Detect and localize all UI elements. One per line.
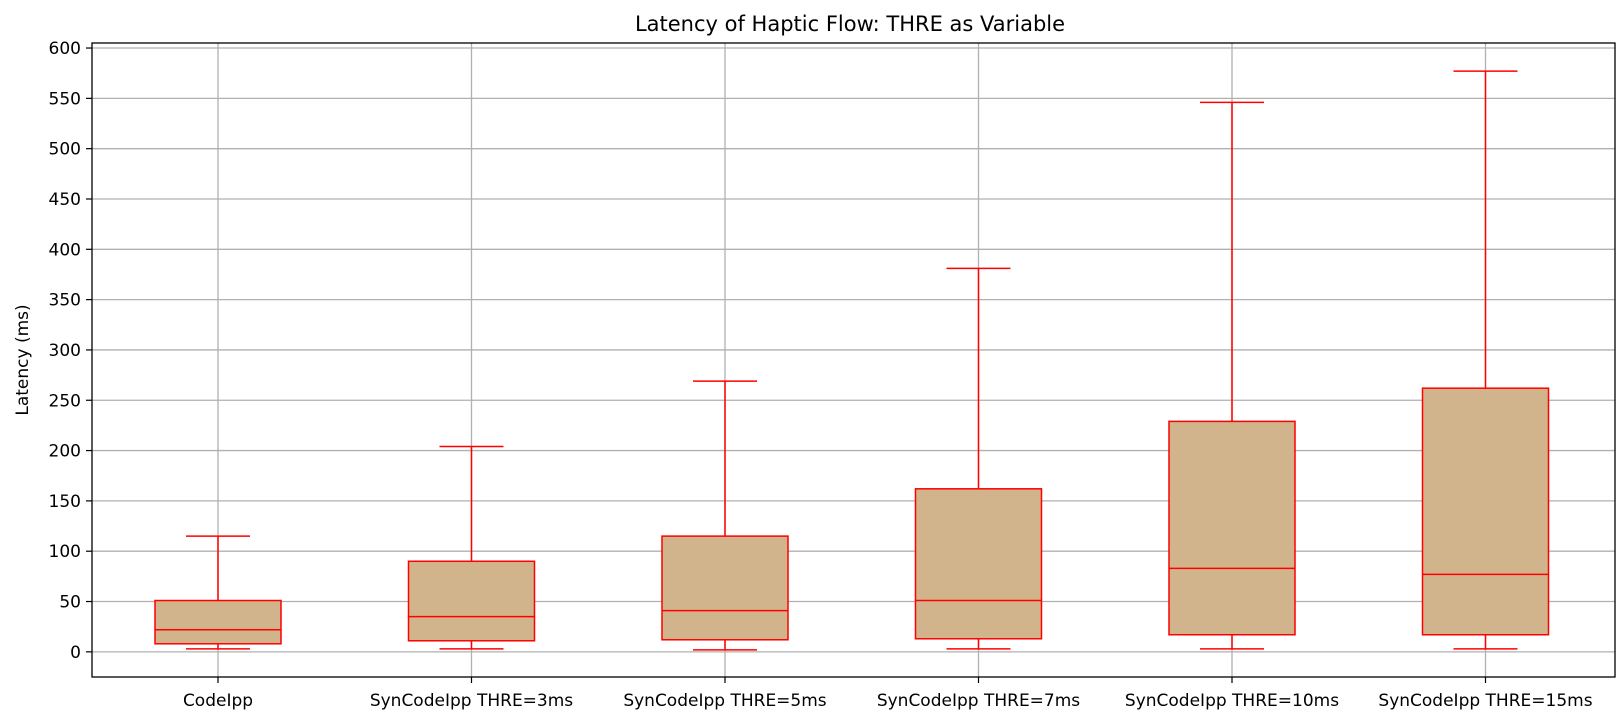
y-tick-label: 0 [70, 643, 81, 663]
iqr-box [661, 535, 789, 641]
iqr-box [1168, 420, 1296, 636]
x-tick-label: SynCodeIpp THRE=7ms [877, 691, 1080, 711]
box-plot-item [154, 535, 282, 650]
y-axis-label: Latency (ms) [13, 304, 33, 415]
plot-frame [91, 42, 1616, 678]
iqr-box [154, 599, 282, 645]
iqr-box [1421, 387, 1550, 636]
box-plot-item [1421, 70, 1550, 650]
x-tick-label: CodeIpp [183, 691, 253, 711]
y-tick-label: 50 [59, 593, 81, 613]
x-axis: CodeIpp SynCodeIpp THRE=3ms SynCodeIpp THR… [183, 677, 1593, 711]
y-tick-label: 200 [49, 442, 81, 462]
box-plot-item [1168, 101, 1296, 650]
box-plot-item [914, 267, 1043, 650]
box-plot-item [407, 445, 536, 650]
y-tick-label: 100 [49, 542, 81, 562]
iqr-box [914, 488, 1043, 640]
y-tick-label: 450 [49, 190, 81, 210]
box-plot-item [661, 380, 789, 651]
iqr-box [407, 560, 536, 642]
y-tick-label: 150 [49, 492, 81, 512]
grid-layer [92, 43, 1615, 677]
chart-title: Latency of Haptic Flow: THRE as Variable [635, 12, 1065, 36]
x-tick-label: SynCodeIpp THRE=10ms [1125, 691, 1339, 711]
y-tick-label: 550 [49, 89, 81, 109]
y-axis: 0 50 100 150 200 250 300 350 400 450 500 550 600 [49, 39, 92, 663]
y-tick-label: 600 [49, 39, 81, 59]
y-tick-label: 300 [49, 341, 81, 361]
y-tick-label: 250 [49, 391, 81, 411]
y-tick-label: 500 [49, 140, 81, 160]
x-tick-label: SynCodeIpp THRE=3ms [370, 691, 573, 711]
y-tick-label: 400 [49, 240, 81, 260]
x-tick-label: SynCodeIpp THRE=5ms [623, 691, 826, 711]
y-tick-label: 350 [49, 291, 81, 311]
x-tick-label: SynCodeIpp THRE=15ms [1378, 691, 1592, 711]
box-layer [154, 70, 1550, 651]
